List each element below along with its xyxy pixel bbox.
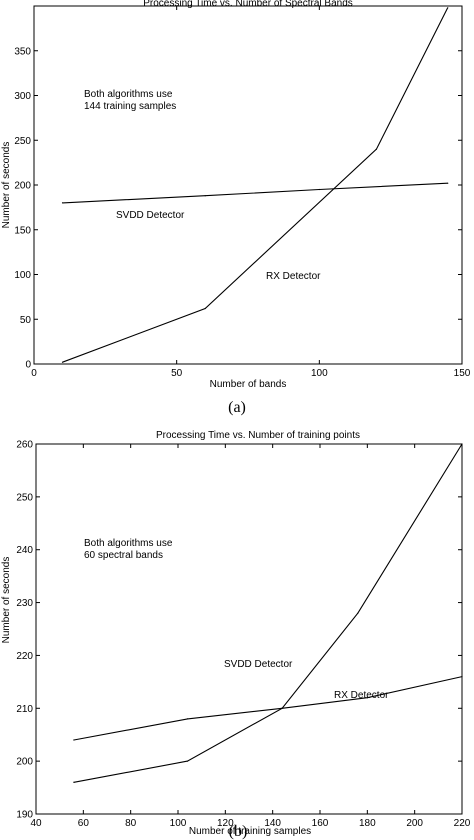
series-label: SVDD Detector (224, 659, 293, 670)
y-tick-label: 300 (14, 91, 31, 102)
data-point (281, 707, 283, 709)
y-axis-label: Number of seconds (1, 142, 12, 229)
x-tick-label: 120 (217, 818, 234, 829)
data-point (366, 697, 368, 699)
x-axis-label: Number of bands (210, 379, 287, 390)
data-point (461, 443, 463, 445)
y-tick-label: 350 (14, 46, 31, 57)
y-tick-label: 0 (25, 360, 31, 371)
y-tick-label: 200 (16, 757, 33, 768)
data-point (375, 148, 377, 150)
series-line-rx (73, 676, 463, 741)
y-tick-label: 50 (20, 315, 32, 326)
data-point (447, 7, 449, 9)
y-tick-label: 200 (14, 181, 31, 192)
series-line-svdd (62, 182, 448, 204)
x-tick-label: 100 (170, 818, 187, 829)
y-tick-label: 220 (16, 651, 33, 662)
data-point (61, 202, 64, 204)
data-point (186, 760, 189, 762)
x-tick-label: 0 (31, 368, 37, 379)
series-line-rx (62, 7, 449, 363)
y-tick-label: 250 (16, 492, 33, 503)
y-tick-label: 210 (16, 704, 33, 715)
x-tick-label: 40 (30, 818, 42, 829)
x-tick-label: 200 (406, 818, 423, 829)
x-tick-label: 180 (359, 818, 376, 829)
annotation-text: Both algorithms use (84, 89, 173, 100)
series-label: SVDD Detector (116, 210, 185, 221)
y-tick-label: 190 (16, 810, 33, 821)
data-point (73, 781, 75, 783)
figure-caption: (b) (229, 823, 248, 840)
x-axis-label: Number of training samples (189, 826, 311, 837)
data-point (461, 675, 463, 678)
series-label: RX Detector (334, 690, 389, 701)
chart-panel-a: Processing Time vs. Number of Spectral B… (1, 0, 471, 416)
y-tick-label: 150 (14, 225, 31, 236)
plot-frame (35, 443, 463, 815)
x-tick-label: 150 (454, 368, 471, 379)
chart-title: Processing Time vs. Number of training p… (156, 430, 360, 441)
y-tick-label: 240 (16, 545, 33, 556)
y-tick-label: 250 (14, 136, 31, 147)
data-point (357, 612, 359, 614)
y-tick-label: 230 (16, 598, 33, 609)
data-point (204, 307, 206, 310)
x-tick-label: 140 (264, 818, 281, 829)
chart-panel-b: Processing Time vs. Number of training p… (1, 430, 471, 840)
x-tick-label: 80 (125, 818, 137, 829)
x-tick-label: 160 (312, 818, 329, 829)
data-point (204, 195, 206, 197)
figure-caption: (a) (228, 399, 246, 416)
data-point (61, 361, 64, 363)
x-tick-label: 50 (171, 368, 183, 379)
y-axis-label: Number of seconds (1, 557, 12, 644)
y-tick-label: 100 (14, 270, 31, 281)
annotation-text: 144 training samples (84, 101, 176, 112)
data-point (447, 182, 449, 184)
x-tick-label: 60 (78, 818, 90, 829)
data-point (318, 188, 320, 191)
series-label: RX Detector (266, 271, 321, 282)
annotation-text: 60 spectral bands (84, 550, 163, 561)
series-line-svdd (73, 443, 463, 783)
y-tick-label: 260 (16, 440, 33, 451)
data-point (73, 739, 75, 741)
x-tick-label: 100 (311, 368, 328, 379)
data-point (186, 718, 189, 720)
chart-title: Processing Time vs. Number of Spectral B… (143, 0, 353, 9)
plot-frame (33, 5, 463, 365)
annotation-text: Both algorithms use (84, 538, 173, 549)
x-tick-label: 220 (454, 818, 471, 829)
